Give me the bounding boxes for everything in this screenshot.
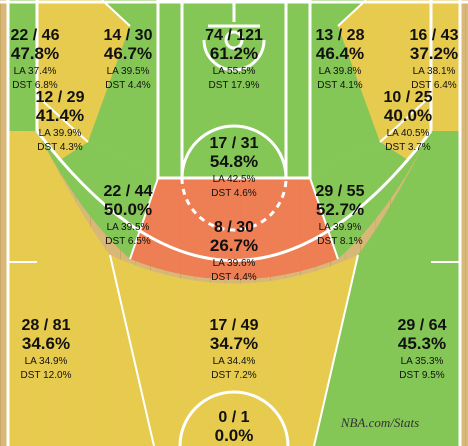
three-zone-divider-left [109, 254, 155, 446]
made-attempted: 29 / 55 [316, 183, 365, 200]
wing-divider-left [129, 177, 159, 260]
league-average: LA 42.5% [213, 174, 256, 185]
made-attempted: 12 / 29 [36, 89, 85, 106]
league-average: LA 35.3% [401, 356, 444, 367]
league-average: LA 55.5% [213, 66, 256, 77]
made-attempted: 8 / 30 [214, 219, 254, 236]
fg-percentage: 50.0% [104, 200, 152, 219]
league-average: LA 39.8% [319, 66, 362, 77]
distribution: DST 4.1% [317, 80, 362, 91]
fg-percentage: 0.0% [215, 426, 254, 445]
made-attempted: 17 / 49 [210, 317, 259, 334]
made-attempted: 28 / 81 [22, 317, 71, 334]
made-attempted: 16 / 43 [410, 27, 459, 44]
fg-percentage: 40.0% [384, 106, 432, 125]
made-attempted: 13 / 28 [316, 27, 365, 44]
zone-left-wing-mid [37, 131, 158, 259]
league-average: LA 37.4% [14, 66, 57, 77]
league-average: LA 39.5% [107, 222, 150, 233]
zone-left-short-mid [88, 0, 158, 178]
distribution: DST 6.5% [105, 236, 150, 247]
made-attempted: 10 / 25 [384, 89, 433, 106]
watermark: NBA.com/Stats [340, 415, 419, 430]
distribution: DST 6.4% [411, 80, 456, 91]
league-average: LA 39.6% [213, 258, 256, 269]
distribution: DST 4.6% [211, 188, 256, 199]
made-attempted: 14 / 30 [104, 27, 153, 44]
zone-right-short-mid [310, 0, 380, 178]
fg-percentage: 26.7% [210, 236, 258, 255]
league-average: LA 39.9% [319, 222, 362, 233]
fg-percentage: 45.3% [398, 334, 446, 353]
distribution: DST 12.0% [21, 370, 72, 381]
league-average: LA 39.9% [39, 128, 82, 139]
zone-left-corner-3 [8, 0, 37, 131]
fg-percentage: 34.6% [22, 334, 70, 353]
free-throw-circle-bottom [180, 177, 288, 232]
distribution: DST 17.9% [209, 80, 260, 91]
fg-percentage: 34.7% [210, 334, 258, 353]
half-court-circle [178, 390, 290, 446]
made-attempted: 29 / 64 [398, 317, 447, 334]
league-average: LA 39.5% [107, 66, 150, 77]
free-throw-circle-top [180, 124, 288, 179]
zone-label-backcourt: 0 / 10.0% [215, 409, 254, 445]
made-attempted: 74 / 121 [205, 27, 263, 44]
made-attempted: 22 / 46 [11, 27, 60, 44]
distribution: DST 4.3% [37, 142, 82, 153]
fg-percentage: 54.8% [210, 152, 258, 171]
wing-divider-right [309, 177, 339, 260]
zone-left-wing-3 [8, 131, 154, 446]
made-attempted: 0 / 1 [218, 409, 249, 426]
fg-percentage: 41.4% [36, 106, 84, 125]
zone-left-baseline-mid [37, 0, 130, 160]
zone-right-wing-mid [310, 131, 431, 259]
zone-restricted-area [158, 0, 310, 130]
distribution: DST 3.7% [385, 142, 430, 153]
league-average: LA 34.9% [25, 356, 68, 367]
fg-percentage: 46.7% [104, 44, 152, 63]
inner-lane [180, 0, 288, 180]
distribution: DST 6.8% [12, 80, 57, 91]
distribution: DST 4.4% [105, 80, 150, 91]
zone-right-corner-3 [431, 0, 460, 131]
zone-right-baseline-mid [338, 0, 431, 160]
league-average: LA 40.5% [387, 128, 430, 139]
fg-percentage: 52.7% [316, 200, 364, 219]
fg-percentage: 37.2% [410, 44, 458, 63]
three-point-arc [35, 130, 433, 262]
fg-percentage: 61.2% [210, 44, 258, 63]
distribution: DST 7.2% [211, 370, 256, 381]
hoop-rim [224, 30, 244, 50]
made-attempted: 22 / 44 [104, 183, 153, 200]
league-average: LA 38.1% [413, 66, 456, 77]
three-zone-divider-right [313, 254, 359, 446]
distribution: DST 9.5% [399, 370, 444, 381]
restricted-area-arc [202, 39, 266, 72]
mid-range-boundary [36, 0, 432, 143]
distribution: DST 4.4% [211, 272, 256, 283]
fg-percentage: 47.8% [11, 44, 59, 63]
made-attempted: 17 / 31 [210, 135, 259, 152]
distribution: DST 8.1% [317, 236, 362, 247]
zone-right-wing-3 [314, 131, 460, 446]
zone-top-key-3 [110, 255, 358, 446]
fg-percentage: 46.4% [316, 44, 364, 63]
league-average: LA 34.4% [213, 356, 256, 367]
